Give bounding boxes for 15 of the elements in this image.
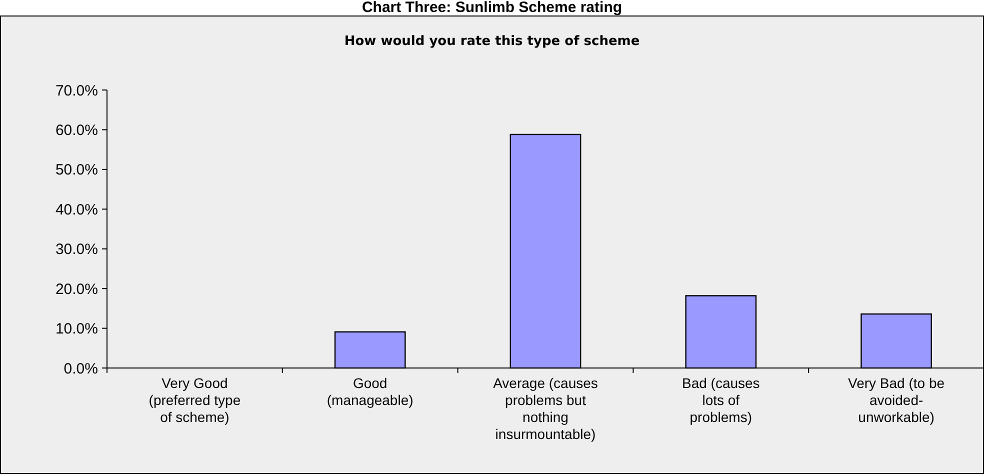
y-tick-label: 70.0% (55, 82, 98, 100)
chart-subtitle: How would you rate this type of scheme (344, 34, 640, 49)
y-tick-label: 20.0% (55, 280, 98, 298)
y-tick-label: 0.0% (64, 360, 98, 378)
x-tick-label: Very Good (preferred type of scheme) (148, 375, 241, 425)
x-tick-label: Bad (causes lots of problems) (682, 375, 760, 425)
x-tick-label: Very Bad (to be avoided-unworkable) (848, 375, 945, 425)
x-tick-label: Average (causes problems but nothing insurmountable) (493, 375, 598, 442)
y-tick-label: 60.0% (55, 122, 98, 139)
x-tick-label: Good (manageable) (326, 375, 414, 408)
y-tick-label: 40.0% (55, 201, 98, 218)
y-tick-label: 50.0% (55, 162, 98, 179)
chart-title: Chart Three: Sunlimb Scheme rating (362, 0, 622, 16)
y-tick-label: 10.0% (55, 320, 98, 338)
y-tick-label: 30.0% (55, 241, 98, 258)
